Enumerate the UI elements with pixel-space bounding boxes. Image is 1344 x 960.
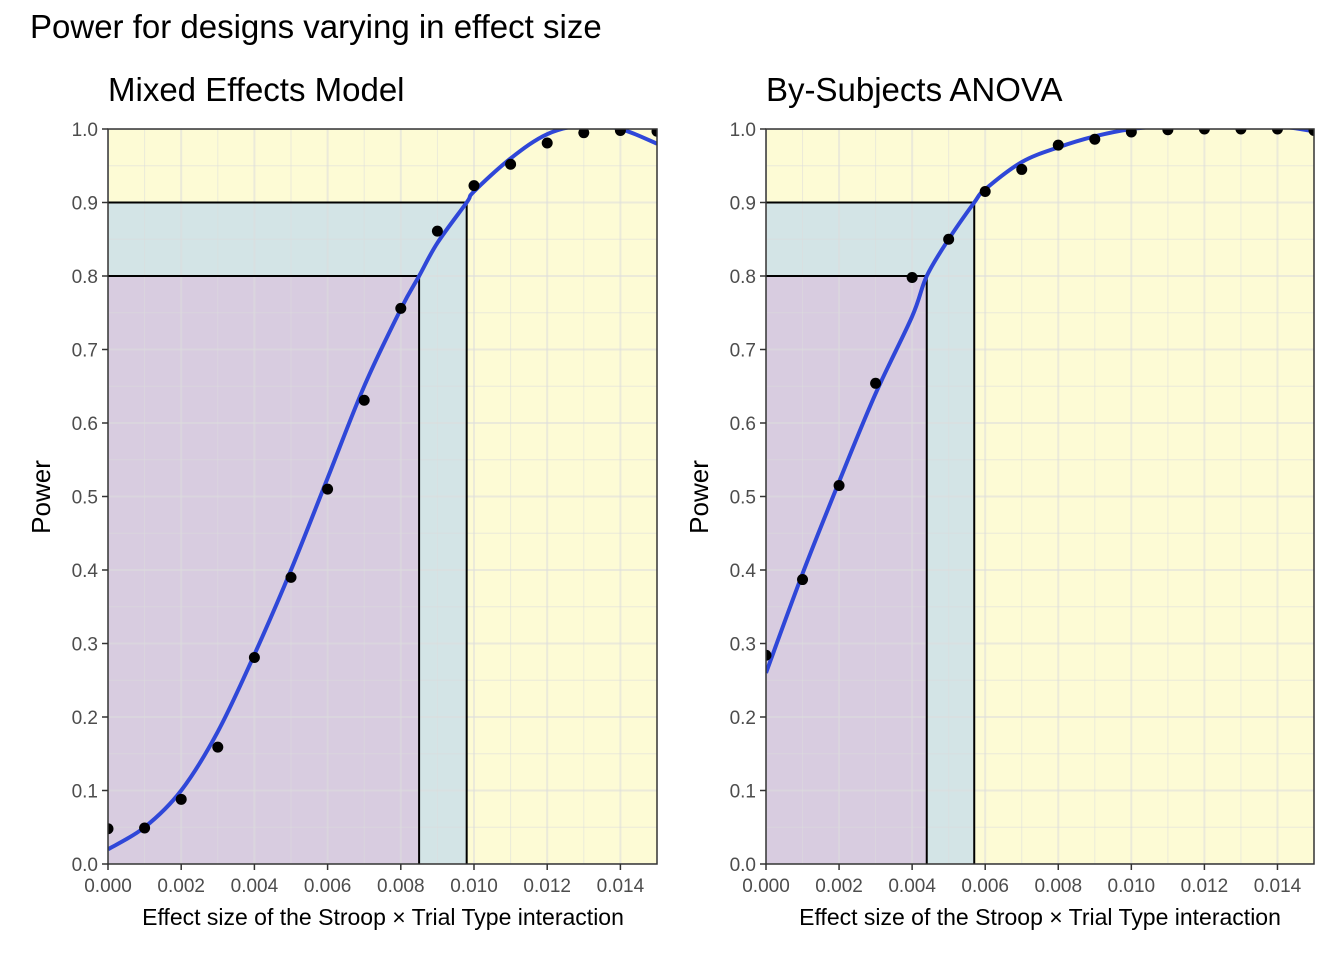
data-point bbox=[943, 233, 955, 245]
data-point bbox=[1198, 129, 1210, 135]
panel-title: By-Subjects ANOVA bbox=[766, 71, 1063, 108]
y-tick-label: 0.2 bbox=[72, 708, 98, 729]
data-point bbox=[870, 377, 882, 389]
plot-area bbox=[108, 129, 657, 864]
y-tick-label: 0.5 bbox=[730, 488, 756, 509]
x-tick-label: 0.004 bbox=[888, 876, 936, 897]
y-tick-label: 0.0 bbox=[730, 855, 756, 876]
x-tick-label: 0.000 bbox=[742, 876, 790, 897]
y-tick-label: 0.1 bbox=[730, 782, 756, 803]
data-point bbox=[395, 302, 407, 314]
data-point bbox=[431, 225, 443, 237]
x-tick-label: 0.004 bbox=[231, 876, 279, 897]
data-point bbox=[906, 271, 918, 283]
x-axis-label: Effect size of the Stroop × Trial Type i… bbox=[142, 904, 624, 930]
data-point bbox=[1235, 129, 1247, 135]
data-point bbox=[1016, 163, 1028, 175]
figure-title: Power for designs varying in effect size bbox=[30, 8, 602, 45]
x-tick-label: 0.012 bbox=[1181, 876, 1229, 897]
data-point bbox=[322, 483, 334, 495]
x-tick-label: 0.008 bbox=[1034, 876, 1082, 897]
data-point bbox=[1125, 129, 1137, 138]
data-point bbox=[1162, 129, 1174, 136]
data-point bbox=[651, 129, 657, 137]
x-tick-label: 0.010 bbox=[450, 876, 498, 897]
x-tick-label: 0.010 bbox=[1108, 876, 1156, 897]
y-tick-label: 0.3 bbox=[730, 635, 756, 656]
data-point bbox=[358, 394, 370, 406]
x-tick-label: 0.014 bbox=[1254, 876, 1302, 897]
y-axis-label: Power bbox=[684, 460, 714, 534]
y-tick-label: 0.4 bbox=[730, 561, 757, 582]
panel-mixed-effects-model: Mixed Effects Model Power Effect size of… bbox=[26, 71, 658, 930]
x-tick-label: 0.002 bbox=[157, 876, 205, 897]
data-point bbox=[1271, 129, 1283, 135]
plot-area bbox=[766, 129, 1314, 864]
data-point bbox=[1052, 139, 1064, 151]
y-tick-label: 0.2 bbox=[730, 708, 756, 729]
y-tick-label: 0.6 bbox=[730, 414, 756, 435]
y-tick-label: 0.4 bbox=[72, 561, 99, 582]
data-point bbox=[468, 180, 480, 192]
data-point bbox=[108, 823, 114, 835]
y-tick-label: 1.0 bbox=[730, 120, 756, 141]
x-axis-label: Effect size of the Stroop × Trial Type i… bbox=[799, 904, 1281, 930]
y-tick-label: 0.7 bbox=[72, 341, 98, 362]
data-point bbox=[212, 741, 224, 753]
x-tick-label: 0.006 bbox=[961, 876, 1009, 897]
y-tick-label: 1.0 bbox=[72, 120, 98, 141]
data-point bbox=[578, 129, 590, 139]
data-point bbox=[285, 571, 297, 583]
data-point bbox=[248, 651, 260, 663]
data-point bbox=[766, 649, 772, 661]
x-tick-label: 0.006 bbox=[304, 876, 352, 897]
y-tick-label: 0.7 bbox=[730, 341, 756, 362]
y-tick-label: 0.9 bbox=[730, 194, 756, 215]
y-tick-label: 0.1 bbox=[72, 782, 98, 803]
data-point bbox=[979, 185, 991, 197]
panel-title: Mixed Effects Model bbox=[108, 71, 405, 108]
panel-by-subjects-anova: By-Subjects ANOVA Power Effect size of t… bbox=[684, 71, 1315, 930]
data-point bbox=[797, 574, 809, 586]
y-tick-label: 0.6 bbox=[72, 414, 98, 435]
data-point bbox=[1308, 129, 1314, 136]
data-point bbox=[833, 479, 845, 491]
y-tick-label: 0.0 bbox=[72, 855, 98, 876]
data-point bbox=[505, 158, 517, 170]
y-tick-label: 0.8 bbox=[72, 267, 98, 288]
x-tick-label: 0.000 bbox=[84, 876, 132, 897]
x-tick-label: 0.002 bbox=[815, 876, 863, 897]
data-point bbox=[175, 793, 187, 805]
y-tick-label: 0.5 bbox=[72, 488, 98, 509]
y-axis-label: Power bbox=[26, 460, 56, 534]
data-point bbox=[139, 822, 151, 834]
x-tick-label: 0.012 bbox=[523, 876, 571, 897]
y-tick-label: 0.8 bbox=[730, 267, 756, 288]
x-tick-label: 0.014 bbox=[597, 876, 645, 897]
x-tick-label: 0.008 bbox=[377, 876, 425, 897]
data-point bbox=[1089, 133, 1101, 145]
y-tick-label: 0.3 bbox=[72, 635, 98, 656]
y-tick-label: 0.9 bbox=[72, 194, 98, 215]
data-point bbox=[614, 129, 626, 136]
data-point bbox=[541, 137, 553, 149]
